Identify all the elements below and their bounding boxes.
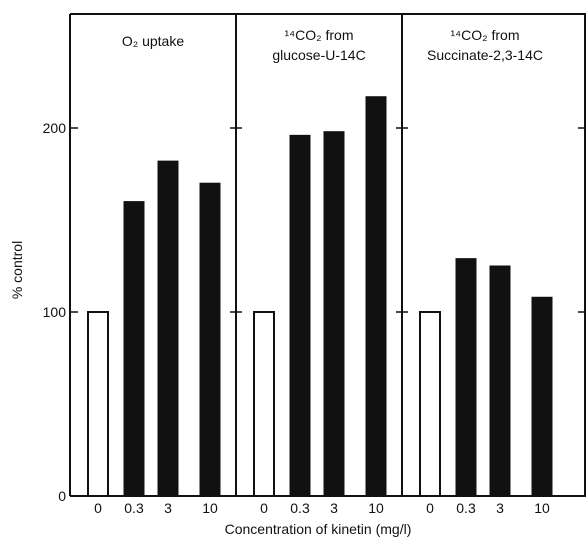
bar xyxy=(419,311,441,497)
panel-title: ¹⁴CO₂ from xyxy=(450,27,519,43)
bar xyxy=(289,134,311,497)
bar xyxy=(455,258,477,497)
panel-1: O₂ uptake 0 0.3 3 10 xyxy=(87,33,221,516)
x-tick-label: 10 xyxy=(368,500,384,516)
panel-3: ¹⁴CO₂ from Succinate-2,3-14C 0 0.3 3 10 xyxy=(396,14,586,516)
bar xyxy=(531,296,553,497)
bar xyxy=(123,201,145,497)
panels: O₂ uptake 0 0.3 3 10 ¹⁴CO₂ from glucose-U-14C 0… xyxy=(87,14,586,516)
bar xyxy=(87,311,109,497)
bar xyxy=(253,311,275,497)
panel-title: Succinate-2,3-14C xyxy=(427,47,543,63)
bar xyxy=(199,182,221,497)
y-tick-label: 200 xyxy=(43,120,67,136)
x-tick-label: 0 xyxy=(426,500,434,516)
panel-title: ¹⁴CO₂ from xyxy=(284,27,353,43)
bar xyxy=(489,265,511,497)
panel-title: O₂ uptake xyxy=(122,33,184,49)
x-tick-label: 0.3 xyxy=(290,500,310,516)
x-tick-label: 0 xyxy=(94,500,102,516)
y-axis: 0 100 200 xyxy=(43,120,78,504)
bar xyxy=(323,131,345,497)
y-tick-label: 100 xyxy=(43,304,67,320)
x-tick-label: 0.3 xyxy=(124,500,144,516)
x-tick-label: 3 xyxy=(496,500,504,516)
x-tick-label: 3 xyxy=(330,500,338,516)
panel-2: ¹⁴CO₂ from glucose-U-14C 0 0.3 3 10 xyxy=(230,14,387,516)
x-tick-label: 10 xyxy=(534,500,550,516)
x-tick-label: 3 xyxy=(164,500,172,516)
x-tick-label: 10 xyxy=(202,500,218,516)
panel-title: glucose-U-14C xyxy=(272,47,365,63)
x-tick-label: 0 xyxy=(260,500,268,516)
bar xyxy=(157,160,179,497)
x-tick-label: 0.3 xyxy=(456,500,476,516)
y-tick-label: 0 xyxy=(58,488,66,504)
bar xyxy=(365,96,387,497)
y-axis-title: % control xyxy=(9,241,25,299)
x-axis-title: Concentration of kinetin (mg/l) xyxy=(225,521,412,537)
